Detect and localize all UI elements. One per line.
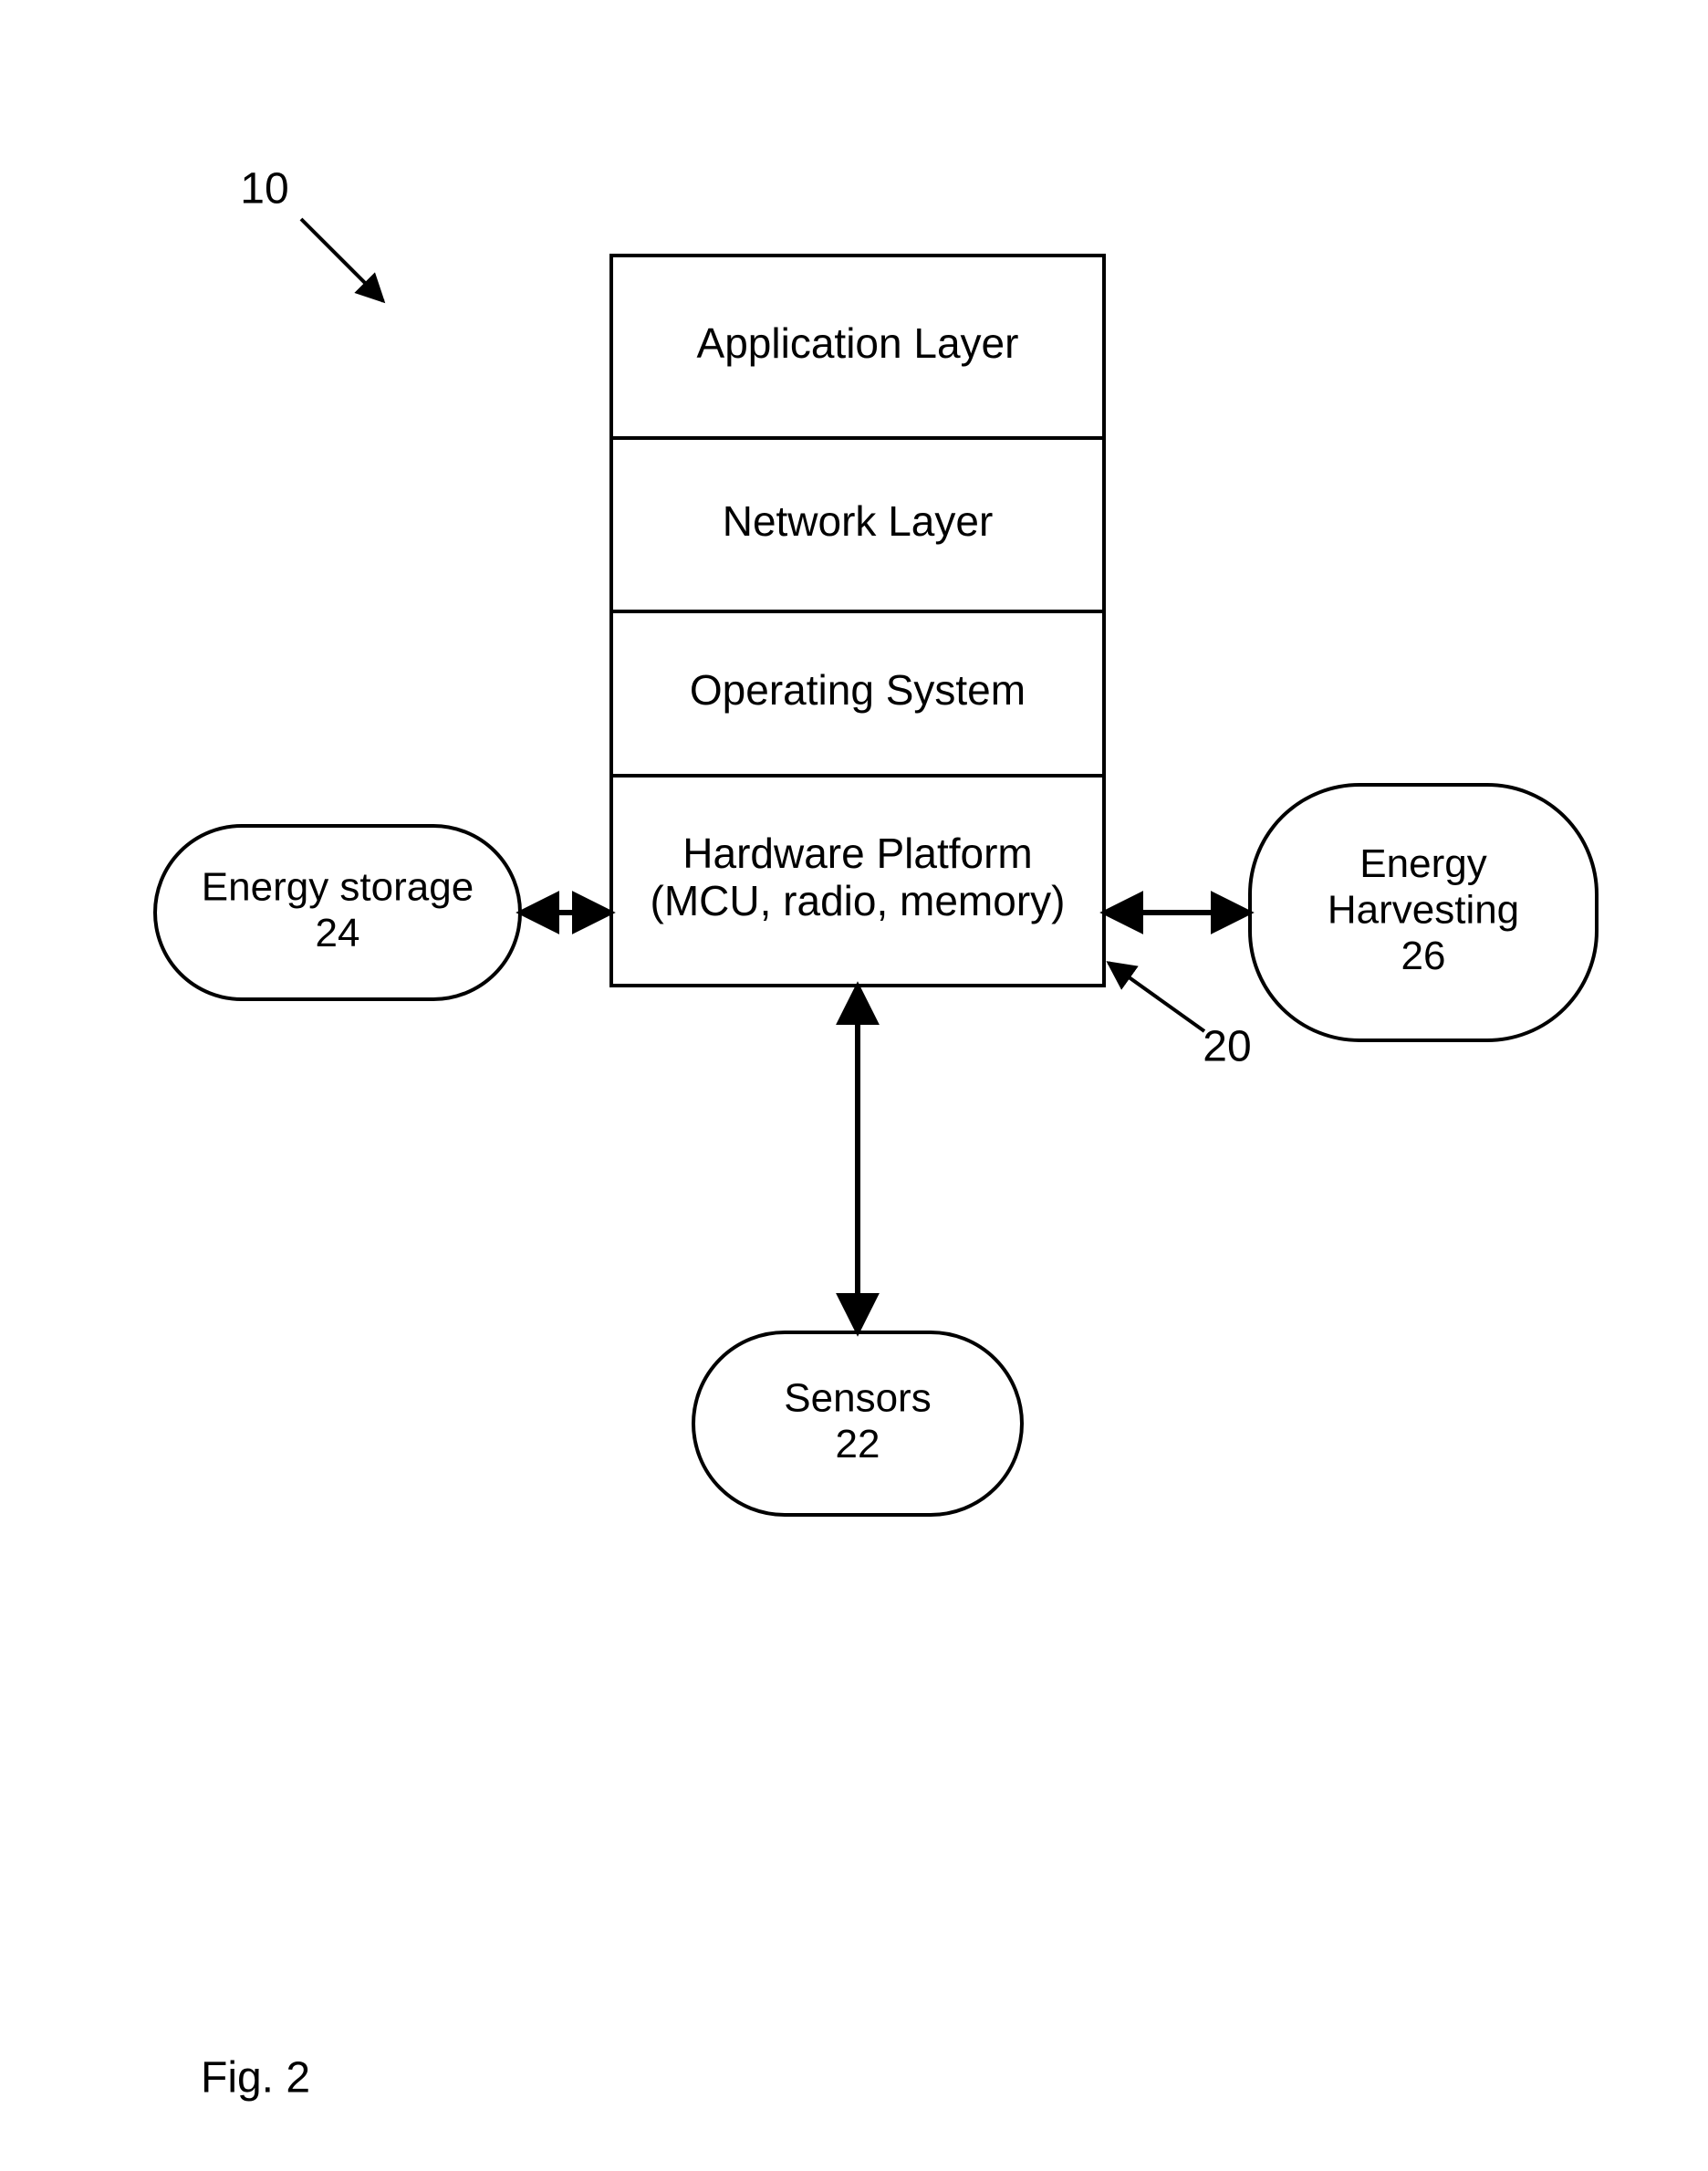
storage-line1: Energy storage (202, 864, 474, 909)
ref-10-leader (301, 219, 383, 301)
harvesting-line1: Energy (1359, 841, 1486, 886)
ref-20-label: 20 (1203, 1023, 1251, 1071)
storage-line2: 24 (316, 911, 360, 955)
stack-row-3-line1: Hardware Platform (682, 830, 1032, 877)
layer-stack: Application Layer Network Layer Operating … (611, 256, 1104, 986)
sensors-line2: 22 (836, 1422, 880, 1466)
stack-row-2-label: Operating System (690, 666, 1026, 714)
architecture-diagram: Application Layer Network Layer Operating … (0, 0, 1708, 2171)
stack-row-1-label: Network Layer (723, 497, 994, 545)
stack-row-3-line2: (MCU, radio, memory) (651, 877, 1066, 924)
ref-10-label: 10 (240, 165, 288, 214)
harvesting-line3: 26 (1401, 934, 1446, 978)
sensors-line1: Sensors (784, 1375, 931, 1420)
figure-caption: Fig. 2 (201, 2054, 310, 2103)
harvesting-line2: Harvesting (1328, 888, 1519, 933)
stack-row-0-label: Application Layer (697, 319, 1019, 367)
ref-20-leader (1109, 963, 1204, 1031)
